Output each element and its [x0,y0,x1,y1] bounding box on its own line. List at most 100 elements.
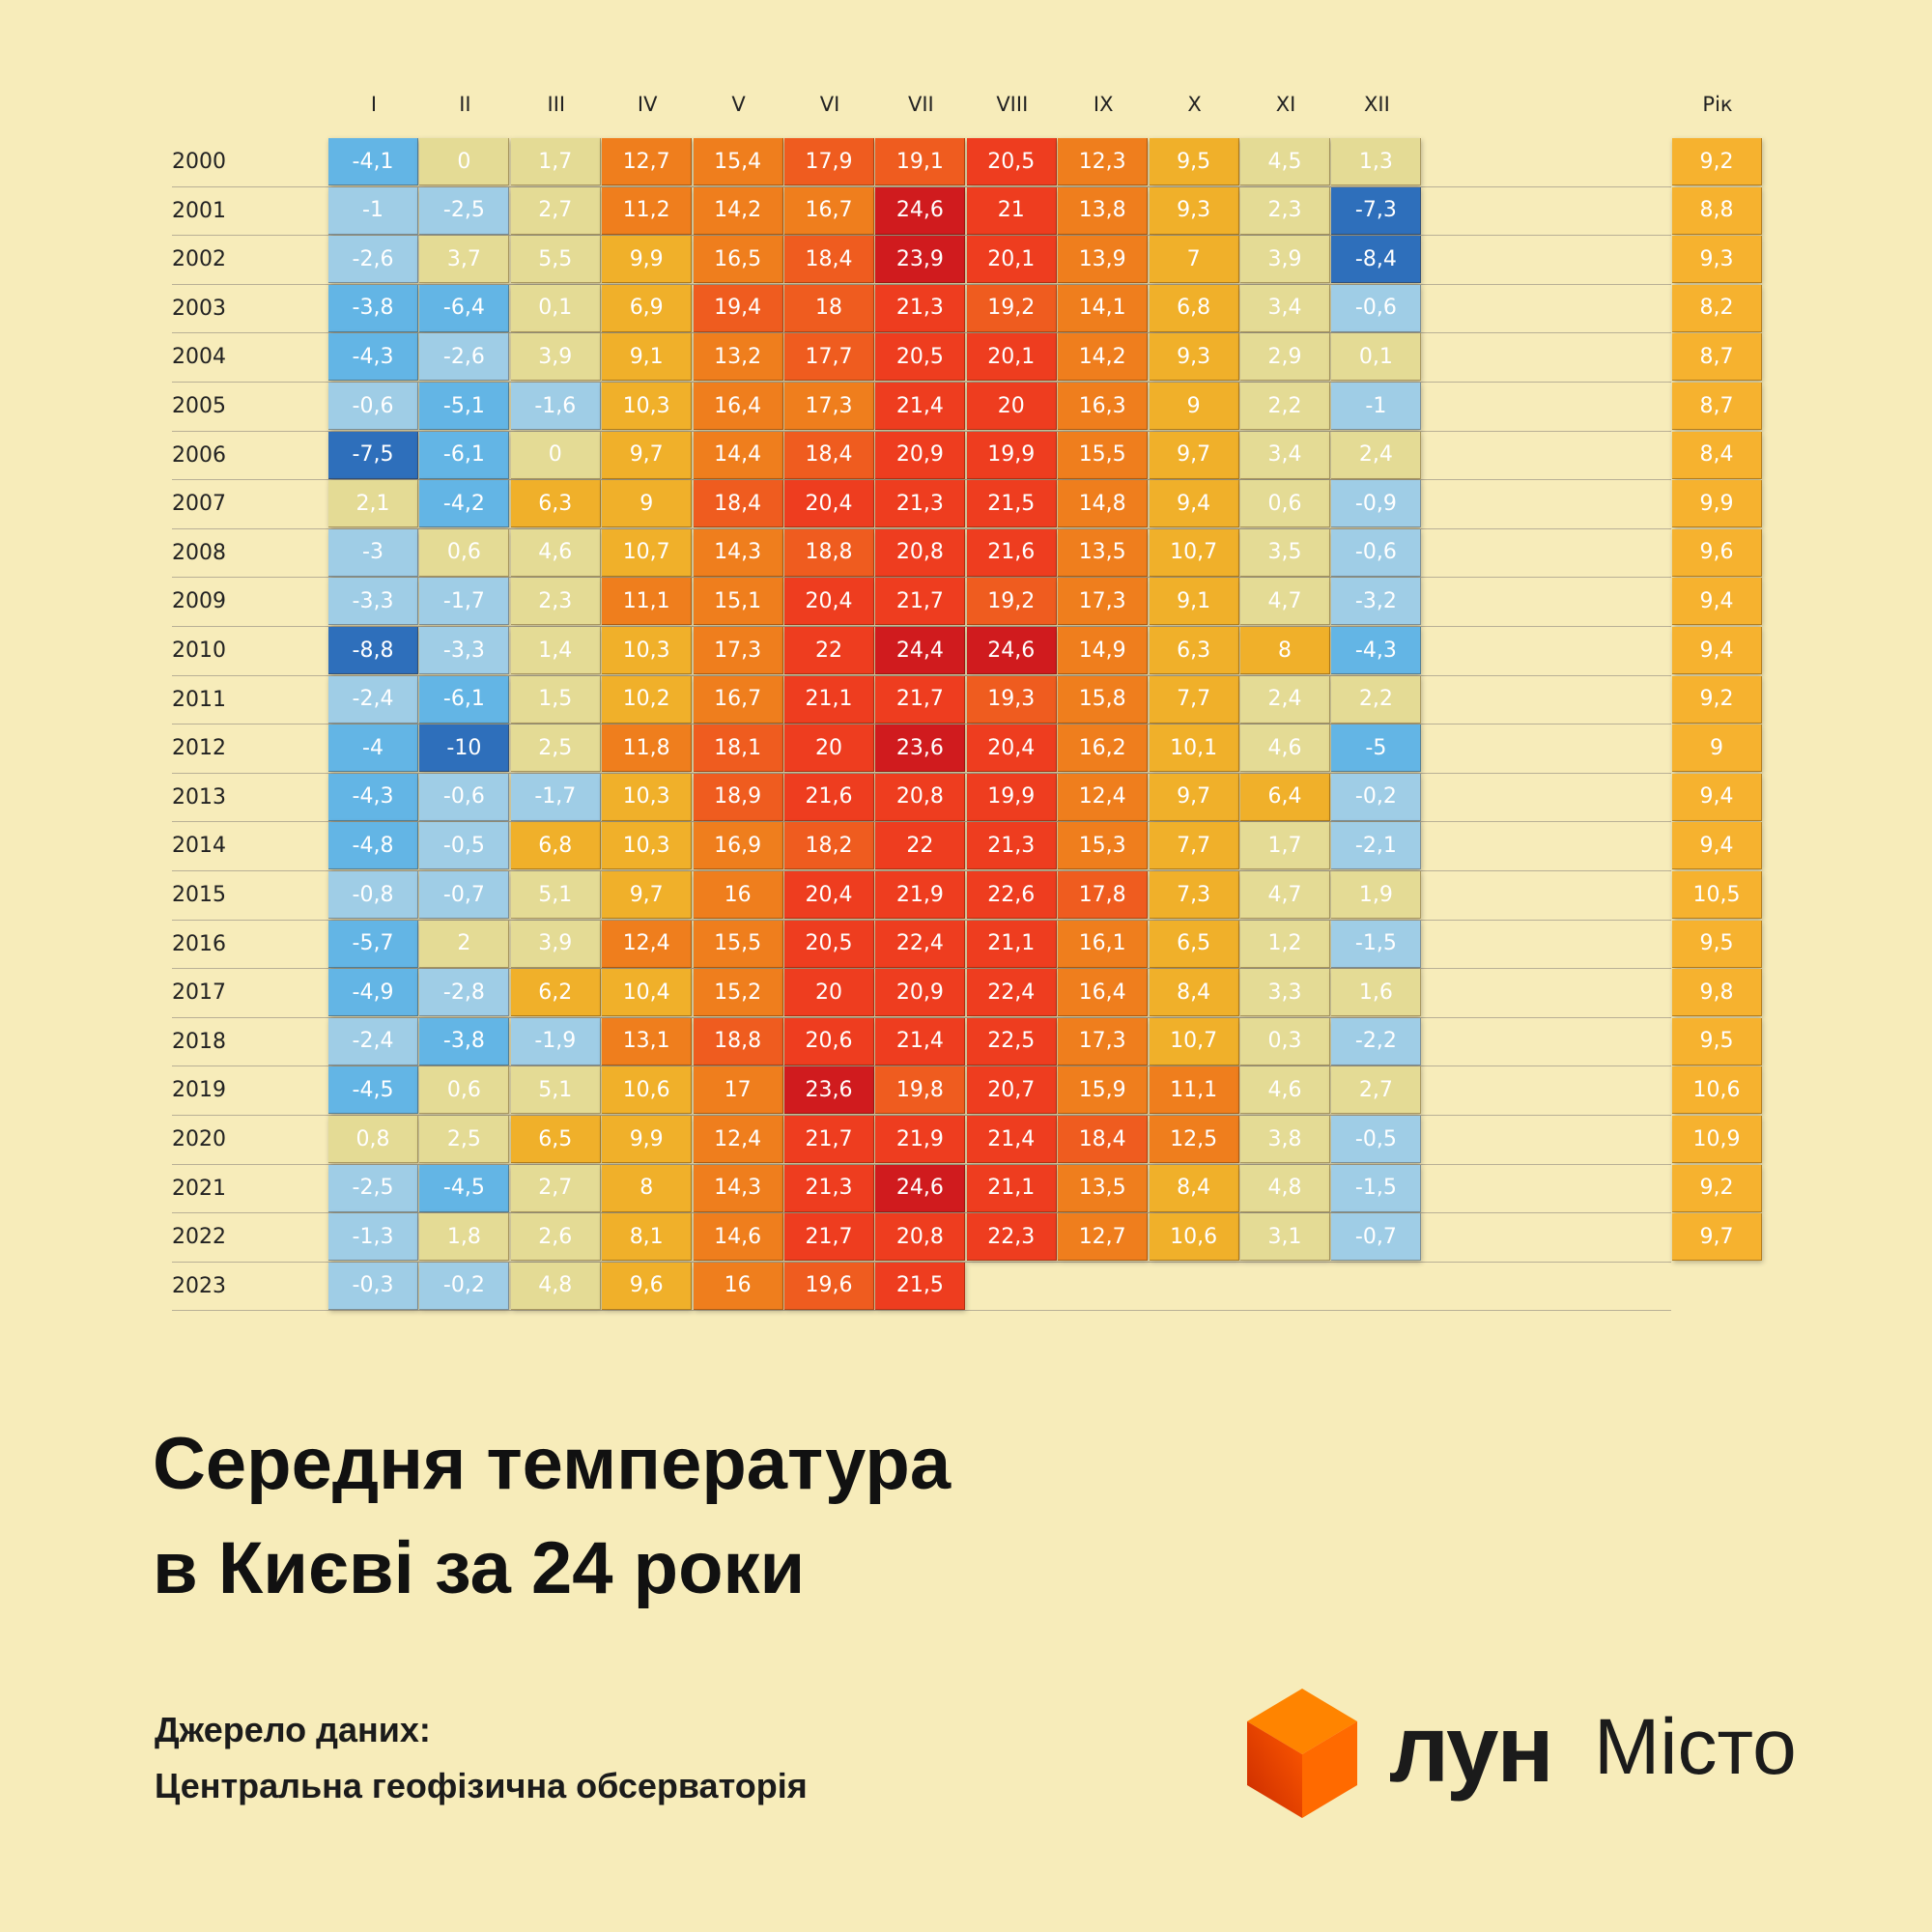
row-divider [172,821,1671,823]
heatmap-cell: 18 [784,284,874,332]
heatmap-cell: 20,8 [875,528,966,577]
heatmap-cell: -1,9 [510,1017,601,1065]
heatmap-cell: 3,9 [510,333,601,382]
heatmap-cell: 0,1 [510,284,601,332]
heatmap-cell: 15,2 [693,969,783,1017]
heatmap-cell: 22,4 [966,969,1057,1017]
heatmap-cell: -2,6 [328,236,418,284]
column-header: IV [637,93,658,116]
heatmap-cell: -0,5 [1331,1116,1422,1163]
heatmap-cell: -0,6 [1331,528,1422,577]
heatmap-cell: 1,5 [510,675,601,724]
annual-cell: 9,7 [1672,1213,1762,1262]
heatmap-cell: 16 [693,871,783,919]
heatmap-cell: 15,1 [693,578,783,626]
heatmap-cell: -4,9 [328,969,418,1017]
heatmap-cell: 22 [784,627,874,674]
heatmap-cell: 15,4 [693,138,783,185]
heatmap-cell: 1,7 [1240,822,1330,870]
row-divider [172,283,1671,285]
heatmap-cell: 22,3 [966,1213,1057,1262]
heatmap-cell: 14,3 [693,528,783,577]
heatmap-cell: -0,6 [419,773,510,821]
heatmap-cell: 18,2 [784,822,874,870]
row-divider [172,430,1671,432]
heatmap-cell: 20,5 [784,920,874,968]
heatmap-cell: 0,6 [419,528,510,577]
year-label: 2003 [172,296,226,321]
heatmap-cell: 2,3 [1240,186,1330,235]
heatmap-cell: 21,1 [784,675,874,724]
heatmap-cell: 0 [510,431,601,479]
heatmap-cell: 3,3 [1240,969,1330,1017]
heatmap-cell: 21,3 [966,822,1057,870]
heatmap-cell: 16,4 [1058,969,1149,1017]
heatmap-cell: 3,4 [1240,431,1330,479]
heatmap-cell: 9,7 [1149,773,1239,821]
heatmap-cell: 21,5 [875,1262,966,1310]
year-label: 2020 [172,1127,226,1151]
heatmap-cell: 20,4 [784,578,874,626]
annual-cell: 10,6 [1672,1066,1762,1115]
heatmap-cell: -3,8 [328,284,418,332]
heatmap-cell: 13,5 [1058,1164,1149,1212]
heatmap-cell: 21,1 [966,920,1057,968]
heatmap-cell: 17,7 [784,333,874,382]
heatmap-cell: 13,2 [693,333,783,382]
year-label: 2004 [172,345,226,370]
heatmap-cell: -0,6 [328,383,418,430]
heatmap-cell: 14,9 [1058,627,1149,674]
heatmap-cell: 18,8 [693,1017,783,1065]
heatmap-cell: 4,6 [1240,1066,1330,1115]
heatmap-cell: 13,8 [1058,186,1149,235]
heatmap-cell: 4,7 [1240,578,1330,626]
heatmap-cell: 2,9 [1240,333,1330,382]
heatmap-cell: -8,4 [1331,236,1422,284]
heatmap-cell: 24,6 [966,627,1057,674]
column-header: V [731,93,746,116]
heatmap-cell: 18,1 [693,724,783,773]
heatmap-cell: -2,5 [419,186,510,235]
heatmap-cell: 9,7 [1149,431,1239,479]
heatmap-cell: 23,6 [784,1066,874,1115]
heatmap-cell: 2,2 [1240,383,1330,430]
heatmap-cell: 24,6 [875,186,966,235]
heatmap-cell: -3 [328,528,418,577]
data-source: Джерело даних: Центральна геофізична обс… [155,1702,808,1814]
heatmap-cell: 16,7 [784,186,874,235]
heatmap-cell: 0,6 [419,1066,510,1115]
heatmap-cell: -4,3 [1331,627,1422,674]
heatmap-cell: 21,7 [875,578,966,626]
heatmap-cell: 2,7 [510,1164,601,1212]
row-divider [172,185,1671,187]
row-divider [172,527,1671,529]
heatmap-cell: -8,8 [328,627,418,674]
heatmap-cell: 18,4 [1058,1116,1149,1163]
heatmap-cell: -1 [328,186,418,235]
heatmap-cell: 16,7 [693,675,783,724]
heatmap-cell: 15,3 [1058,822,1149,870]
row-divider [172,870,1671,871]
row-divider [172,1261,1671,1263]
heatmap-cell: 9,5 [1149,138,1239,185]
heatmap-cell: 3,5 [1240,528,1330,577]
heatmap-cell: -6,1 [419,431,510,479]
source-value: Центральна геофізична обсерваторія [155,1766,808,1805]
heatmap-cell: 20,6 [784,1017,874,1065]
heatmap-cell: -0,2 [419,1262,510,1310]
heatmap-cell: 20 [966,383,1057,430]
heatmap-cell: -2,6 [419,333,510,382]
column-header: I [370,93,378,116]
annual-cell: 9,4 [1672,773,1762,821]
heatmap-cell: 7,7 [1149,822,1239,870]
heatmap-cell: 21,3 [875,284,966,332]
heatmap-cell: 10,4 [602,969,693,1017]
heatmap-cell: 7,7 [1149,675,1239,724]
heatmap-cell: 19,4 [693,284,783,332]
heatmap-cell: 16,9 [693,822,783,870]
heatmap-cell: 11,8 [602,724,693,773]
heatmap-cell: 12,5 [1149,1116,1239,1163]
annual-cell: 9,6 [1672,528,1762,577]
year-label: 2019 [172,1078,226,1103]
heatmap-cell: -2,8 [419,969,510,1017]
